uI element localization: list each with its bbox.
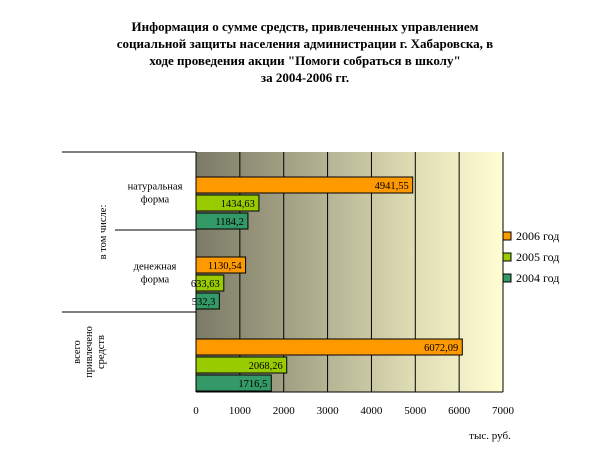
- category-label: форма: [141, 275, 170, 286]
- legend-swatch: [502, 231, 512, 241]
- bar-value-label: 2068,26: [249, 361, 283, 372]
- x-tick-label: 0: [193, 405, 199, 417]
- legend-label: 2006 год: [516, 229, 559, 243]
- legend-swatch: [502, 252, 512, 262]
- bar-value-label: 1184,2: [215, 217, 244, 228]
- x-tick-label: 3000: [317, 405, 340, 417]
- category-label: средств: [96, 335, 107, 369]
- bar: [195, 292, 220, 310]
- bar-value-label: 1716,5: [238, 379, 267, 390]
- x-axis-label: тыс. руб.: [469, 430, 511, 442]
- x-tick-label: 6000: [448, 405, 471, 417]
- bar-value-label: 532,3: [192, 297, 216, 308]
- x-tick-label: 1000: [229, 405, 252, 417]
- category-label: натуральная: [128, 182, 183, 193]
- bar: [195, 356, 288, 374]
- bar: [195, 212, 249, 230]
- bar: [195, 374, 272, 392]
- bar-value-label: 633,63: [191, 279, 220, 290]
- bar-value-label: 1434,63: [221, 199, 255, 210]
- x-tick-label: 4000: [360, 405, 383, 417]
- bar-value-label: 4941,55: [375, 181, 409, 192]
- bar: [195, 274, 225, 292]
- bar: [195, 194, 260, 212]
- bar: [195, 176, 414, 194]
- category-label: форма: [141, 195, 170, 206]
- bar: [195, 256, 247, 274]
- group-label: в том числе:: [98, 205, 109, 260]
- category-label: привлечено: [84, 326, 95, 378]
- legend-swatch: [502, 273, 512, 283]
- category-label-group: всего привлечено средств: [72, 326, 107, 378]
- category-label: денежная: [134, 262, 177, 273]
- bar-value-label: 1130,54: [208, 261, 242, 272]
- x-tick-label: 2000: [273, 405, 296, 417]
- category-label: всего: [72, 340, 83, 364]
- x-tick-label: 7000: [492, 405, 515, 417]
- bar: [195, 338, 463, 356]
- bar-value-label: 6072,09: [424, 343, 458, 354]
- legend-label: 2005 год: [516, 250, 559, 264]
- legend-label: 2004 год: [516, 271, 559, 285]
- x-tick-label: 5000: [404, 405, 427, 417]
- chart-title: Информация о сумме средств, привлеченных…: [116, 19, 494, 85]
